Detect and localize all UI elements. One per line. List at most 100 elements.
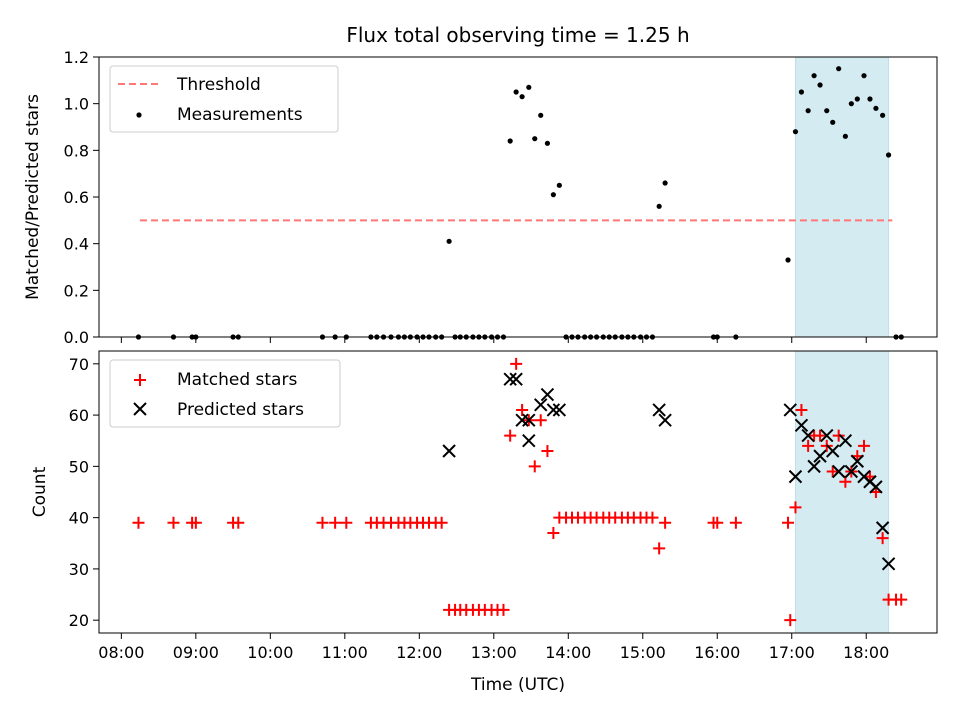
matched-star-point	[132, 516, 145, 529]
matched-star-point	[340, 516, 353, 529]
y-tick-label: 50	[69, 457, 89, 476]
legend-measurements: Measurements	[177, 105, 303, 125]
y-tick-label: 0.4	[64, 235, 89, 254]
matched-star-point	[516, 403, 529, 416]
matched-star-point	[329, 516, 342, 529]
predicted-star-point	[820, 428, 834, 443]
matched-star-point	[167, 516, 180, 529]
measurement-point	[817, 82, 823, 88]
x-tick-label: 13:00	[471, 643, 517, 662]
predicted-star-point	[838, 434, 853, 448]
bottom-y-axis-label: Count	[30, 466, 50, 517]
measurement-point	[811, 73, 817, 79]
x-tick-label: 12:00	[396, 643, 442, 662]
top-y-axis-label: Matched/Predicted stars	[23, 94, 43, 300]
measurement-point	[513, 89, 519, 95]
matched-star-point	[784, 614, 797, 627]
predicted-star-point	[503, 372, 517, 386]
measurement-point	[446, 238, 452, 244]
predicted-star-point	[522, 434, 536, 448]
y-tick-label: 20	[69, 611, 89, 630]
matched-star-point	[541, 444, 554, 457]
matched-star-point	[547, 527, 560, 540]
shaded-span	[794, 56, 890, 338]
measurement-point	[544, 140, 551, 146]
measurement-point	[550, 192, 556, 198]
matched-star-point	[711, 516, 724, 529]
measurement-point	[824, 108, 830, 114]
matched-star-point	[646, 511, 659, 524]
matched-star-point	[653, 542, 666, 555]
legend-predicted-stars: Predicted stars	[177, 400, 304, 420]
x-tick-label: 08:00	[98, 643, 144, 662]
chart-title: Flux total observing time = 1.25 h	[346, 23, 689, 47]
y-tick-label: 0.2	[64, 281, 89, 300]
measurement-point	[662, 180, 668, 186]
predicted-star-point	[522, 413, 536, 427]
predicted-star-point	[658, 413, 672, 427]
predicted-star-point	[875, 521, 890, 535]
top-legend: Threshold Measurements	[109, 65, 339, 133]
x-tick-label: 18:00	[843, 643, 889, 662]
measurement-point	[867, 96, 873, 102]
measurement-point	[792, 129, 799, 135]
predicted-star-point	[794, 418, 809, 433]
matched-star-point	[729, 516, 742, 529]
matched-star-point	[528, 460, 541, 473]
predicted-star-point	[813, 449, 827, 463]
y-tick-label: 0.8	[64, 141, 89, 160]
matched-star-point	[895, 593, 908, 606]
top-panel: 0.0 0.2 0.4 0.6 0.8 1.0 1.2 Matched/Predicted …	[23, 48, 938, 347]
predicted-star-point	[869, 480, 883, 494]
matched-star-point	[504, 429, 517, 442]
predicted-star-point	[652, 403, 666, 417]
matched-stars-legend-marker	[134, 374, 146, 386]
y-tick-label: 30	[69, 560, 89, 579]
measurement-point	[830, 119, 836, 125]
measurement-point	[556, 182, 562, 188]
matched-star-point	[826, 465, 839, 478]
bottom-panel: 20 30 40 50 60 70 08:00 09:00 10:00 11:00 12:00 13…	[30, 350, 938, 695]
predicted-star-point	[509, 372, 523, 386]
matched-star-point	[497, 603, 510, 616]
x-tick-label: 14:00	[545, 643, 591, 662]
matched-star-point	[510, 357, 523, 370]
matched-star-point	[802, 439, 815, 452]
matched-star-point	[659, 516, 672, 529]
measurement-point	[785, 257, 791, 263]
predicted-star-point	[540, 387, 555, 402]
x-tick-label: 15:00	[620, 643, 666, 662]
matched-star-point	[795, 403, 808, 416]
predicted-star-point	[801, 428, 815, 443]
measurement-point	[526, 84, 532, 90]
bottom-plot-frame	[98, 350, 938, 634]
bottom-legend: Matched stars Predicted stars	[109, 359, 341, 428]
legend-threshold: Threshold	[176, 75, 261, 95]
matched-star-point	[832, 429, 845, 442]
y-tick-label: 40	[69, 509, 89, 528]
x-tick-label: 10:00	[247, 643, 293, 662]
matched-star-point	[876, 532, 889, 545]
measurement-point	[842, 133, 848, 139]
matched-star-point	[858, 439, 871, 452]
y-tick-label: 1.2	[64, 48, 89, 67]
predicted-star-point	[807, 459, 821, 474]
y-tick-label: 0.0	[64, 328, 89, 347]
predicted-star-point	[788, 469, 803, 484]
y-tick-label: 70	[69, 355, 89, 374]
top-legend-box	[109, 65, 339, 133]
predicted-star-point	[442, 444, 456, 458]
measurement-point	[538, 112, 544, 118]
measurement-point	[885, 152, 892, 158]
predicted-star-point	[850, 454, 865, 468]
x-axis-label: Time (UTC)	[470, 675, 565, 695]
matched-star-point	[534, 414, 547, 427]
matched-star-point	[839, 475, 852, 488]
measurement-point	[854, 96, 860, 102]
y-tick-label: 0.6	[64, 188, 89, 207]
measurement-point	[519, 94, 525, 100]
predicted-star-point	[546, 403, 561, 417]
matched-star-point	[814, 429, 827, 442]
y-tick-label: 60	[69, 406, 89, 425]
